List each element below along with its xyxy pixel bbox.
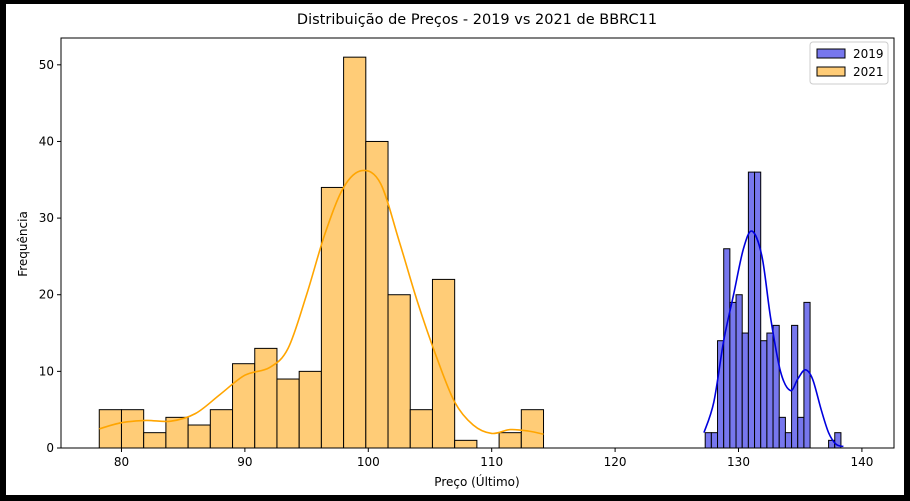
kde-curve-2019 [703, 230, 844, 448]
legend-label-2021: 2021 [853, 65, 884, 79]
bar-2021-19 [520, 409, 545, 449]
kde-curve-2021 [99, 169, 544, 435]
bar-2021-7 [254, 347, 278, 449]
legend-swatch-2021 [816, 66, 846, 77]
y-tick-label-20: 20 [39, 288, 54, 302]
plot-area [98, 56, 844, 449]
bar-2019-4 [729, 301, 737, 449]
bar-2019-9 [760, 340, 768, 449]
x-axis-label: Preço (Último) [434, 474, 519, 489]
chart-figure: Distribuição de Preços - 2019 vs 2021 de… [6, 4, 904, 495]
bar-2019-11 [772, 324, 780, 449]
x-tick-label-80: 80 [114, 455, 129, 469]
bar-2021-12 [365, 140, 389, 449]
y-tick-label-10: 10 [39, 364, 54, 378]
bar-2021-9 [298, 370, 322, 449]
legend-label-2019: 2019 [853, 47, 884, 61]
chart-title: Distribuição de Preços - 2019 vs 2021 de… [297, 12, 657, 28]
bar-2019-10 [766, 332, 774, 449]
bar-2021-0 [98, 409, 122, 449]
bar-2021-10 [320, 186, 345, 449]
y-tick-label-50: 50 [39, 58, 54, 72]
x-tick-label-140: 140 [850, 455, 873, 469]
bar-2019-12 [778, 416, 786, 449]
histogram-chart: Distribuição de Preços - 2019 vs 2021 de… [16, 12, 895, 489]
legend-swatch-2019 [816, 48, 846, 59]
bar-2019-5 [735, 294, 743, 449]
bar-2021-1 [120, 409, 145, 449]
bar-2019-7 [747, 171, 756, 449]
x-tick-label-110: 110 [480, 455, 503, 469]
bar-2021-5 [209, 409, 234, 449]
axes-frame [60, 37, 895, 449]
bar-2019-16 [803, 301, 811, 449]
bar-2019-15 [797, 416, 805, 449]
legend: 2019 2021 [809, 41, 889, 85]
bar-2021-8 [276, 378, 300, 449]
bar-2021-11 [343, 56, 367, 449]
x-tick-label-120: 120 [604, 455, 627, 469]
bar-2021-14 [409, 409, 433, 449]
axes: 80 90 100 110 120 130 140 0 10 20 30 40 50 [39, 37, 895, 469]
bar-2021-13 [387, 294, 411, 449]
bar-2021-18 [498, 432, 522, 449]
bar-2021-16 [454, 439, 478, 449]
bar-2021-15 [431, 278, 456, 449]
bar-2019-13 [784, 432, 793, 449]
y-tick-label-40: 40 [39, 134, 54, 148]
bar-2021-4 [187, 424, 211, 449]
bar-2019-8 [754, 171, 762, 449]
bar-2021-2 [143, 432, 167, 449]
y-tick-label-30: 30 [39, 211, 54, 225]
x-tick-label-90: 90 [237, 455, 252, 469]
bar-2019-1 [710, 432, 719, 449]
y-tick-label-0: 0 [46, 441, 54, 455]
bar-2019-0 [704, 432, 712, 449]
x-tick-label-100: 100 [357, 455, 380, 469]
bar-2019-6 [741, 332, 749, 449]
x-tick-label-130: 130 [727, 455, 750, 469]
series-2021-bars [98, 56, 545, 449]
series-2019-bars [704, 171, 842, 449]
y-axis-label: Frequência [16, 211, 30, 277]
bar-2019-3 [723, 248, 731, 449]
